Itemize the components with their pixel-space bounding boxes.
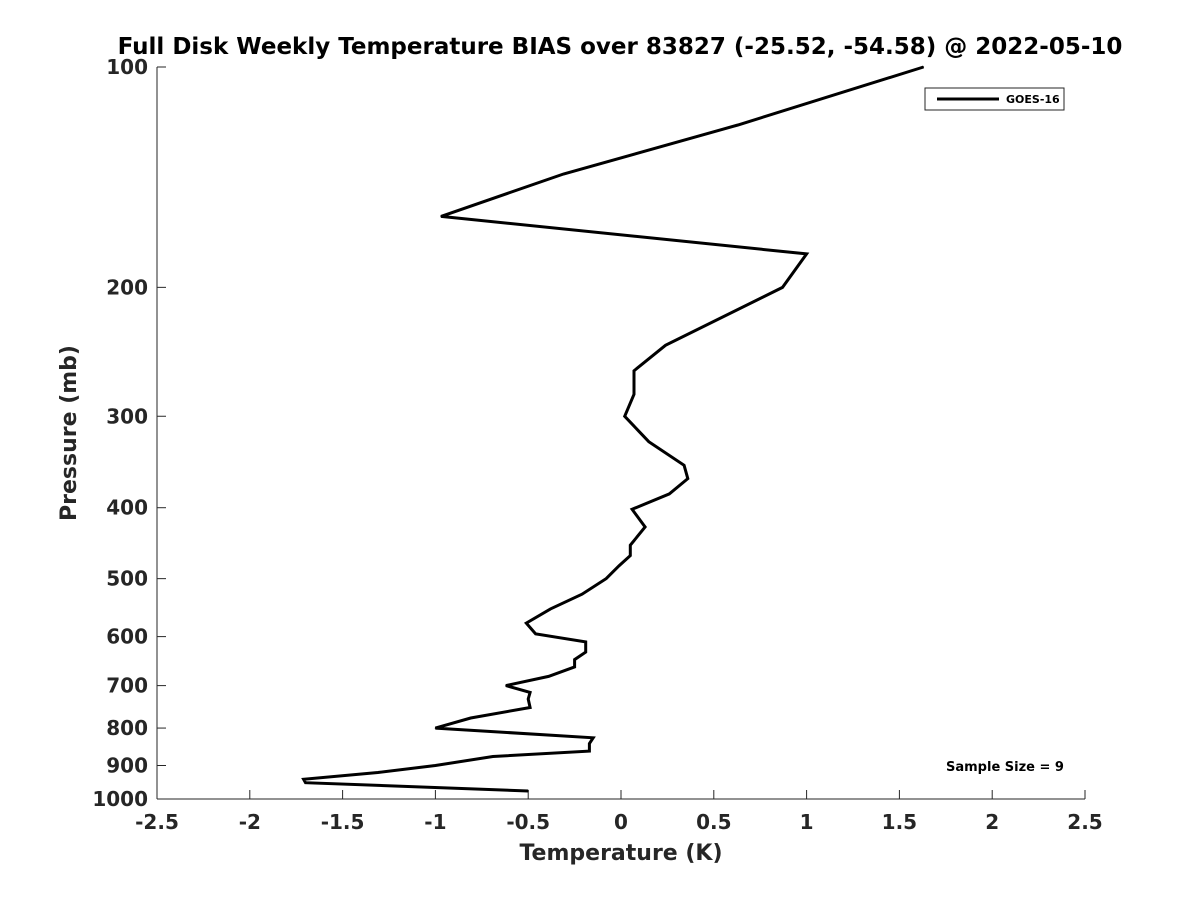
- data-point: [492, 755, 494, 758]
- data-point: [683, 464, 685, 466]
- data-point: [624, 415, 626, 417]
- y-ticks: 100 200 300 400 500 600 700 800 900 1000: [92, 55, 166, 811]
- x-tick-label: 2: [985, 810, 999, 834]
- data-point: [592, 737, 594, 739]
- data-point: [377, 771, 379, 774]
- data-point: [585, 651, 587, 653]
- data-point: [781, 286, 784, 288]
- data-point: [687, 478, 689, 480]
- data-point: [648, 441, 650, 443]
- x-tick-label: 0: [614, 810, 628, 834]
- data-point: [434, 727, 436, 729]
- y-tick-label: 500: [106, 567, 148, 591]
- y-tick-label: 900: [106, 754, 148, 778]
- chart-title: Full Disk Weekly Temperature BIAS over 8…: [118, 34, 1123, 60]
- data-point: [668, 493, 670, 495]
- y-tick-label: 800: [106, 716, 148, 740]
- data-point: [527, 790, 529, 792]
- data-point: [574, 659, 576, 661]
- series-line-goes-16: [301, 65, 924, 793]
- data-point: [588, 743, 591, 745]
- data-point: [549, 608, 552, 610]
- series-group: [301, 65, 925, 793]
- y-tick-label: 600: [106, 625, 148, 649]
- data-point: [585, 641, 587, 643]
- legend: GOES-16: [924, 87, 1065, 111]
- x-ticks: -2.5 -2 -1.5 -1 -0.5 0 0.5 1 1.5 2 2.5: [135, 790, 1103, 834]
- x-tick-label: 1: [800, 810, 814, 834]
- x-tick-label: -1.5: [321, 810, 365, 834]
- plot-area: [157, 67, 1085, 799]
- data-point: [629, 544, 631, 546]
- data-point: [548, 675, 550, 678]
- data-point: [644, 526, 646, 528]
- data-point: [505, 685, 507, 687]
- data-point: [737, 124, 739, 126]
- data-point: [574, 666, 576, 668]
- data-point: [470, 717, 472, 719]
- data-point: [581, 593, 583, 595]
- data-point: [631, 508, 633, 510]
- data-point: [304, 782, 307, 784]
- y-tick-label: 400: [106, 496, 148, 520]
- y-tick-label: 700: [106, 674, 148, 698]
- data-point: [303, 778, 305, 780]
- data-point: [629, 555, 631, 557]
- data-point: [633, 393, 635, 395]
- data-point: [535, 633, 537, 635]
- data-point: [434, 764, 436, 767]
- y-tick-label: 100: [106, 55, 148, 79]
- sample-size-annotation: Sample Size = 9: [946, 760, 1064, 775]
- data-point: [633, 370, 635, 372]
- data-point: [527, 698, 529, 700]
- x-tick-label: -0.5: [506, 810, 550, 834]
- x-tick-label: -2.5: [135, 810, 179, 834]
- data-point: [806, 253, 808, 255]
- y-tick-label: 1000: [92, 787, 148, 811]
- data-point: [525, 622, 527, 624]
- data-point: [562, 173, 565, 175]
- data-point: [440, 215, 442, 217]
- axes: [156, 67, 1085, 800]
- data-point: [529, 691, 531, 694]
- x-tick-label: -2: [239, 810, 261, 834]
- data-point: [618, 565, 620, 567]
- y-axis-label: Pressure (mb): [57, 345, 82, 521]
- x-tick-label: 2.5: [1067, 810, 1102, 834]
- y-tick-label: 300: [106, 404, 148, 428]
- x-tick-label: 1.5: [882, 810, 917, 834]
- legend-label-goes-16: GOES-16: [1006, 93, 1060, 106]
- data-point: [605, 578, 607, 580]
- data-point: [922, 66, 925, 68]
- data-point: [664, 344, 667, 346]
- y-tick-label: 200: [106, 275, 148, 299]
- x-axis-label: Temperature (K): [519, 841, 722, 866]
- x-tick-label: 0.5: [696, 810, 731, 834]
- x-tick-label: -1: [424, 810, 446, 834]
- data-point: [529, 706, 531, 709]
- data-point: [588, 750, 591, 752]
